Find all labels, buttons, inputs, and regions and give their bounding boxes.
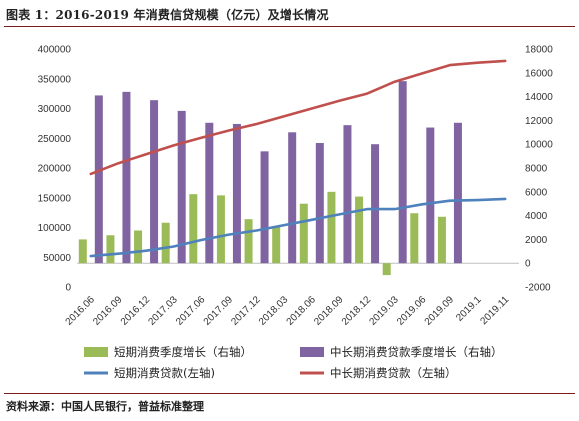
left-axis-tick-label: 350000 (38, 74, 72, 85)
bars (78, 81, 462, 276)
right-axis-tick-label: 10000 (525, 140, 553, 151)
right-axis-tick-label: 12000 (525, 116, 553, 127)
bar (371, 144, 380, 264)
left-axis-tick-label: 50000 (43, 253, 71, 264)
category-tick-label: 2017.06 (174, 294, 208, 328)
bar (94, 95, 103, 264)
series-line (89, 59, 507, 176)
bar (398, 81, 407, 264)
legend-label: 中长期消费贷款季度增长（右轴） (330, 345, 503, 359)
category-tick-label: 2018.12 (340, 294, 374, 328)
bar (189, 194, 198, 264)
category-tick-label: 2018.03 (257, 294, 291, 328)
category-tick-label: 2019.06 (395, 294, 429, 328)
category-tick-label: 2019.03 (367, 294, 401, 328)
bar (205, 122, 214, 264)
bar (410, 213, 419, 264)
source-rule (4, 393, 575, 394)
category-tick-label: 2016.06 (64, 294, 98, 328)
category-tick-label: 2017.09 (202, 294, 236, 328)
bar (343, 125, 352, 264)
category-tick-label: 2016.09 (91, 294, 125, 328)
category-tick-label: 2019.11 (478, 294, 511, 327)
left-axis-tick-label: 150000 (38, 193, 72, 204)
title-rule (4, 26, 575, 27)
category-tick-label: 2016.12 (119, 294, 153, 328)
bar (78, 239, 87, 264)
bar (177, 110, 186, 264)
category-tick-label: 2017.12 (229, 294, 263, 328)
bar (453, 122, 462, 264)
bar (216, 195, 225, 264)
legend-swatch (84, 347, 108, 357)
category-tick-label: 2018.09 (312, 294, 346, 328)
left-axis-tick-label: 100000 (38, 223, 72, 234)
left-axis-tick-label: 250000 (38, 134, 72, 145)
bar (327, 191, 336, 264)
bar (426, 127, 435, 264)
category-tick-label: 2017.03 (146, 294, 180, 328)
right-axis-tick-label: 18000 (525, 45, 553, 56)
right-axis-tick-label: 14000 (525, 92, 553, 103)
bar (355, 196, 364, 264)
bar (244, 219, 253, 264)
legend-label: 短期消费贷款(左轴) (114, 366, 215, 380)
right-axis-tick-label: 16000 (525, 68, 553, 79)
left-axis-tick-label: 0 (65, 283, 71, 294)
series-line (89, 197, 507, 258)
left-axis-tick-label: 300000 (38, 104, 72, 115)
bar (437, 216, 446, 264)
right-axis-tick-label: 8000 (525, 164, 548, 175)
bar (161, 222, 170, 264)
source-note: 资料来源：中国人民银行，普益标准整理 (6, 400, 204, 413)
right-axis-tick-label: -2000 (525, 283, 551, 294)
category-tick-label: 2018.06 (285, 294, 319, 328)
lines (89, 59, 507, 258)
left-axis-tick-label: 200000 (38, 164, 72, 175)
bar (272, 226, 281, 264)
legend-label: 中长期消费贷款（左轴） (330, 366, 457, 380)
bar (134, 230, 143, 264)
right-axis-tick-label: 0 (525, 259, 531, 270)
bar (299, 203, 308, 264)
bar (288, 132, 297, 264)
legend-swatch (300, 347, 324, 357)
bar (232, 123, 241, 264)
bar (150, 100, 159, 264)
bar (122, 91, 131, 264)
right-axis-tick-label: 4000 (525, 211, 548, 222)
right-axis-tick-label: 2000 (525, 235, 548, 246)
right-axis-tick-label: 6000 (525, 187, 548, 198)
legend: 短期消费季度增长（右轴） 中长期消费贷款季度增长（右轴） 短期消费贷款(左轴) 中长期… (84, 345, 503, 380)
left-axis-tick-label: 400000 (38, 45, 72, 56)
bar (260, 151, 269, 264)
bar (106, 235, 115, 264)
bar (315, 143, 324, 264)
chart-title: 图表 1：2016-2019 年消费信贷规模（亿元）及增长情况 (6, 8, 329, 22)
legend-label: 短期消费季度增长（右轴） (114, 345, 252, 359)
category-tick-label: 2019.09 (423, 294, 457, 328)
bar (382, 263, 391, 276)
